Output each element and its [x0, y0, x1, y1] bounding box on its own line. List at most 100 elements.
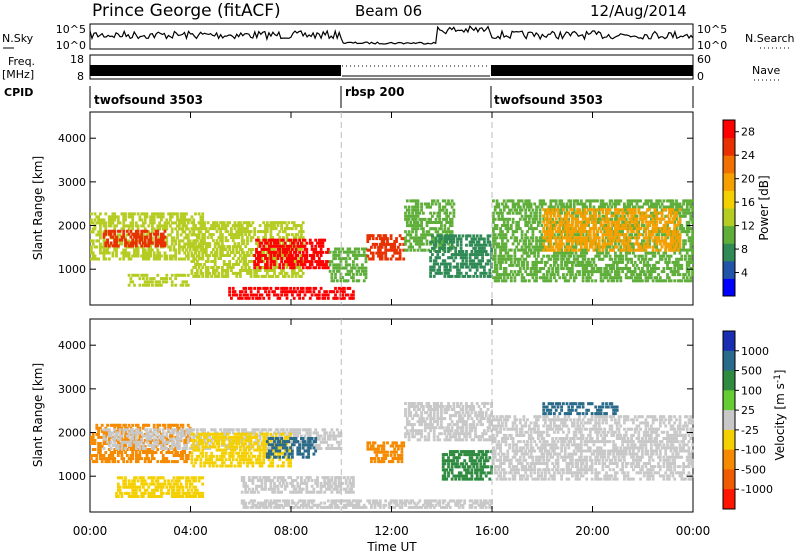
echo-cell-3: [298, 248, 301, 251]
echo-cell-5: [244, 290, 248, 294]
echo-cell-10: [691, 208, 694, 212]
echo-cell-8: [409, 245, 413, 249]
echo-cell-0: [116, 221, 120, 225]
echo-cell-10: [603, 230, 607, 234]
echo-cell-6: [350, 269, 353, 273]
echo-cell-10: [499, 267, 502, 270]
echo-cell-3: [278, 242, 282, 246]
echo-cell-5: [230, 296, 233, 300]
echo-cell-10: [610, 263, 614, 267]
echo-cell-8: [405, 208, 409, 212]
echo-cell-0: [186, 242, 190, 246]
echo-cell-10: [644, 227, 648, 231]
echo-cell-3: [228, 254, 231, 257]
echo-cell-0: [181, 215, 185, 219]
echo-cell-0: [95, 257, 99, 261]
echo-cell-9: [472, 262, 476, 266]
echo-cell-3: [217, 242, 221, 246]
echo-cell-3: [244, 230, 248, 234]
echo-cell-4: [282, 263, 285, 267]
echo-cell-10: [599, 270, 603, 274]
echo-cell-10: [594, 254, 598, 258]
echo-cell-1: [156, 241, 160, 245]
echo-cell-3: [226, 224, 230, 228]
echo-cell-3: [230, 269, 233, 272]
echo-cell-1: [133, 241, 136, 245]
echo-cell-11: [606, 230, 610, 233]
echo-cell-0: [95, 457, 99, 461]
echo-cell-9: [431, 268, 434, 272]
echo-cell-0: [183, 215, 187, 219]
echo-cell-0: [183, 224, 187, 228]
echo-cell-3: [242, 239, 246, 243]
echo-cell-0: [99, 227, 102, 231]
echo-cell-4: [317, 241, 321, 245]
echo-cell-11: [569, 214, 572, 218]
echo-cell-5: [301, 296, 305, 300]
echo-cell-6: [362, 269, 366, 273]
echo-cell-3: [260, 274, 264, 278]
echo-cell-0: [152, 251, 156, 255]
echo-cell-10: [572, 199, 576, 203]
echo-cell-10: [630, 236, 633, 240]
echo-cell-2: [158, 280, 161, 284]
echo-cell-5: [282, 290, 285, 294]
echo-cell-6: [330, 260, 334, 264]
echo-cell-3: [190, 221, 194, 225]
echo-cell-3: [242, 269, 246, 272]
echo-cell-10: [551, 254, 554, 258]
echo-cell-0: [147, 254, 151, 258]
echo-cell-10: [511, 233, 515, 237]
echo-cell-8: [448, 230, 452, 234]
echo-cell-8: [438, 208, 441, 212]
echo-cell-0: [113, 212, 117, 216]
echo-cell-0: [124, 423, 127, 427]
echo-cell-11: [610, 230, 614, 233]
echo-cell-0: [151, 236, 154, 240]
echo-cell-0: [165, 242, 169, 246]
echo-cell-3: [244, 269, 248, 272]
echo-cell-10: [617, 230, 621, 234]
echo-cell-3: [262, 236, 266, 240]
echo-cell-10: [569, 270, 572, 274]
echo-cell-6: [364, 276, 368, 280]
echo-cell-9: [450, 234, 454, 238]
echo-cell-3: [280, 271, 283, 275]
echo-cell-11: [637, 233, 641, 237]
echo-cell-1: [104, 229, 108, 233]
echo-cell-11: [610, 214, 614, 218]
echo-cell-10: [502, 242, 506, 246]
echo-cell-10: [545, 254, 549, 258]
echo-cell-10: [585, 251, 589, 255]
echo-cell-9: [468, 253, 472, 257]
echo-cell-10: [649, 257, 653, 261]
echo-cell-3: [221, 269, 224, 272]
echo-cell-10: [497, 217, 501, 221]
echo-cell-10: [624, 254, 628, 258]
echo-cell-0: [194, 212, 197, 216]
echo-cell-4: [258, 250, 262, 254]
echo-cell-10: [599, 276, 603, 280]
echo-cell-10: [524, 257, 528, 261]
echo-cell-9: [479, 234, 483, 238]
echo-cell-10: [506, 220, 510, 224]
echo-cell-10: [495, 263, 499, 267]
echo-cell-0: [186, 239, 190, 243]
echo-cell-0: [176, 215, 179, 219]
echo-cell-8: [414, 239, 418, 243]
echo-cell-0: [136, 251, 140, 255]
echo-cell-10: [691, 205, 694, 209]
echo-cell-10: [599, 217, 603, 221]
echo-cell-11: [608, 233, 612, 237]
echo-cell-9: [443, 243, 447, 247]
echo-cell-6: [348, 269, 352, 273]
echo-cell-9: [443, 240, 447, 244]
echo-cell-9: [461, 265, 465, 269]
echo-cell-4: [253, 263, 257, 267]
echo-cell-6: [348, 257, 352, 261]
echo-cell-5: [339, 296, 343, 300]
echo-cell-10: [653, 220, 657, 224]
echo-cell-10: [648, 205, 651, 209]
echo-cell-3: [282, 221, 285, 225]
echo-cell-10: [499, 236, 502, 240]
